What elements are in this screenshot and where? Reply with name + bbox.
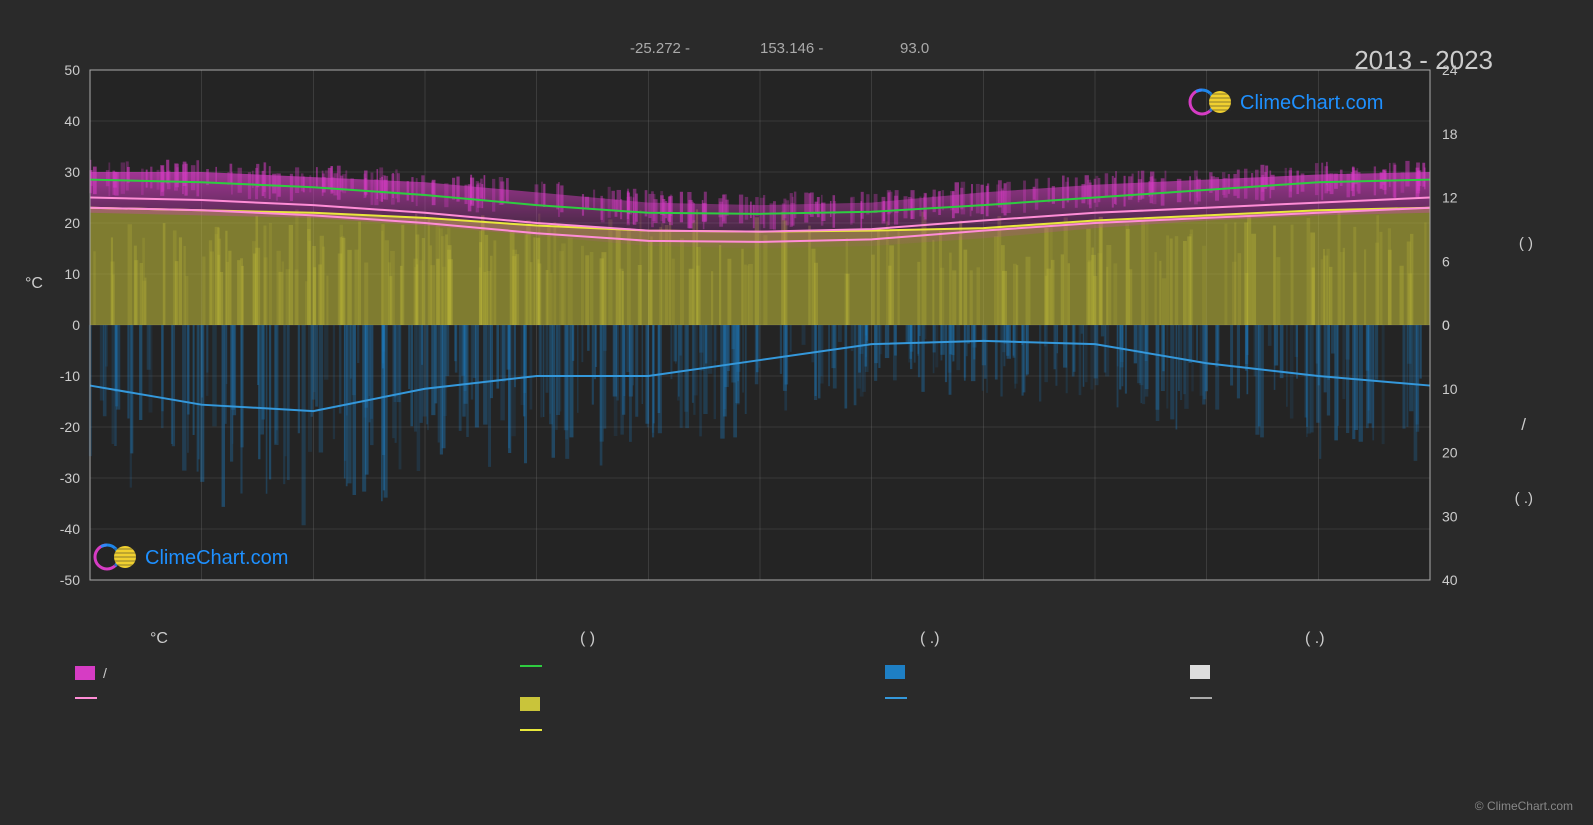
legend-item	[1190, 697, 1220, 699]
right-axis-label-top: ( )	[1519, 235, 1533, 252]
svg-text:-30: -30	[60, 470, 80, 486]
svg-text:-50: -50	[60, 572, 80, 588]
svg-text:30: 30	[1442, 508, 1458, 524]
legend-hdr-1: °C	[150, 630, 435, 648]
legend-swatch	[885, 665, 905, 679]
legend-hdr-3: ( .)	[920, 630, 1155, 648]
right-axis-label-bottom: ( .)	[1515, 490, 1533, 507]
legend-swatch	[885, 697, 907, 699]
svg-text:ClimeChart.com: ClimeChart.com	[1240, 92, 1383, 114]
svg-text:-40: -40	[60, 521, 80, 537]
legend-item	[75, 697, 105, 699]
legend-swatch	[520, 697, 540, 711]
legend-label: /	[103, 665, 107, 681]
svg-text:6: 6	[1442, 253, 1450, 269]
legend-item	[520, 697, 548, 711]
legend-hdr-2: ( )	[580, 630, 795, 648]
ticks-left: 50 40 30 20 10 0 -10 -20 -30 -40 -50	[60, 62, 80, 588]
legend-hdr-4: ( .)	[1305, 630, 1515, 648]
svg-text:18: 18	[1442, 126, 1458, 142]
copyright: © ClimeChart.com	[1475, 799, 1573, 813]
chart-svg: 50 40 30 20 10 0 -10 -20 -30 -40 -50 24 18 12 6 0 0 10 20…	[0, 0, 1593, 825]
svg-text:-20: -20	[60, 419, 80, 435]
svg-text:20: 20	[1442, 445, 1458, 461]
legend-headers: °C ( ) ( .) ( .)	[75, 630, 1515, 658]
svg-text:20: 20	[64, 215, 80, 231]
svg-text:0: 0	[1442, 317, 1450, 333]
right-axis-slash: /	[1521, 415, 1526, 435]
svg-text:24: 24	[1442, 62, 1458, 78]
svg-text:12: 12	[1442, 190, 1458, 206]
legend-item	[885, 665, 913, 679]
climate-chart: -25.272 - 153.146 - 93.0 2013 - 2023 °C …	[0, 0, 1593, 825]
legend-swatch	[75, 697, 97, 699]
svg-text:10: 10	[64, 266, 80, 282]
legend-item: /	[75, 665, 107, 681]
legend-swatch	[1190, 665, 1210, 679]
svg-text:40: 40	[64, 113, 80, 129]
legend-item	[520, 729, 550, 731]
legend-item	[1190, 665, 1218, 679]
legend-swatch	[520, 729, 542, 731]
svg-text:30: 30	[64, 164, 80, 180]
svg-text:10: 10	[1442, 381, 1458, 397]
svg-text:50: 50	[64, 62, 80, 78]
svg-text:-10: -10	[60, 368, 80, 384]
legend-swatch	[1190, 697, 1212, 699]
legend-item	[520, 665, 550, 667]
logo-top: ClimeChart.com	[1190, 90, 1383, 114]
ticks-right: 24181260010203040	[1442, 62, 1458, 588]
svg-text:ClimeChart.com: ClimeChart.com	[145, 547, 288, 569]
legend-item	[885, 697, 915, 699]
svg-text:40: 40	[1442, 572, 1458, 588]
svg-text:0: 0	[72, 317, 80, 333]
legend-swatch	[75, 666, 95, 680]
legend-swatch	[520, 665, 542, 667]
logo-bottom: ClimeChart.com	[95, 545, 288, 569]
